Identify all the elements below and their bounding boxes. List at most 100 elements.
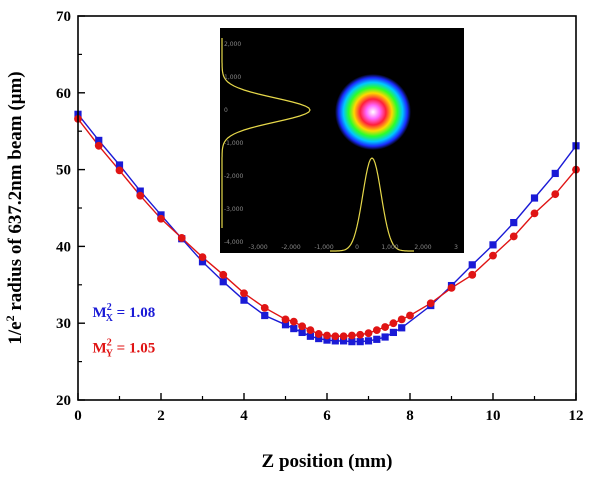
data-point-x <box>136 187 144 195</box>
data-point-x <box>348 338 356 346</box>
y-tick-label: 20 <box>56 393 71 409</box>
y-tick-label: 60 <box>56 86 71 102</box>
data-point-y <box>468 270 477 279</box>
data-point-x <box>468 261 476 269</box>
beam-profile-inset: 2,000 1,000 0 -1,000 -2,000 -3,000 -4,000 -3,00… <box>220 28 464 253</box>
data-point-x <box>364 337 373 345</box>
x-tick-label: 8 <box>406 408 414 424</box>
data-point-x <box>240 296 248 304</box>
y-axis-title-prefix: 1/e <box>5 321 26 344</box>
x-tick-label: 2 <box>157 408 165 424</box>
data-point-x <box>115 161 124 169</box>
inset-x-tick-label: -2,000 <box>281 244 301 251</box>
data-point-y <box>331 332 340 341</box>
inset-x-tick-label: 0 <box>355 244 359 251</box>
y-tick-label: 50 <box>56 163 71 179</box>
data-point-y <box>397 315 406 324</box>
data-point-y <box>298 322 306 331</box>
data-point-y <box>314 330 323 338</box>
data-point-x <box>290 324 298 333</box>
data-point-x <box>219 278 227 286</box>
data-point-x <box>261 311 269 320</box>
data-point-x <box>489 241 497 249</box>
data-point-y <box>406 311 414 320</box>
data-point-y <box>389 319 398 328</box>
data-point-y <box>177 234 186 242</box>
data-point-x <box>281 321 290 329</box>
inset-x-tick-label: 1,000 <box>381 244 398 251</box>
data-point-x <box>298 328 306 337</box>
inset-x-tick-label: -3,000 <box>248 244 268 251</box>
inset-x-tick-label: 3 <box>454 244 458 251</box>
data-point-x <box>381 333 389 341</box>
y-tick-label: 40 <box>56 239 71 255</box>
data-point-y <box>551 190 560 199</box>
data-point-y <box>115 166 124 175</box>
data-point-y <box>356 330 365 339</box>
data-point-y <box>260 303 269 312</box>
data-point-y <box>94 141 103 150</box>
y-axis-title-sup: 2 <box>3 315 17 321</box>
beam-spot <box>335 74 411 150</box>
data-point-y <box>348 331 356 340</box>
m2-x-label: M2 X = 1.08 <box>93 302 156 324</box>
inset-y-tick-label: -1,000 <box>224 140 244 147</box>
data-point-y <box>281 315 290 324</box>
data-point-x <box>389 328 397 337</box>
data-point-y <box>447 283 456 292</box>
data-point-x <box>530 194 539 202</box>
y-tick-label: 30 <box>56 316 71 332</box>
data-point-y <box>489 251 497 260</box>
fit-line-y <box>77 118 577 337</box>
data-point-x <box>551 169 559 178</box>
data-point-x <box>306 332 314 340</box>
data-point-x <box>510 218 518 227</box>
data-point-x <box>95 136 103 145</box>
y-axis-title: 1/e2 radius of 637.2nm beam (μm) <box>3 71 26 344</box>
inset-y-tick-label: 2,000 <box>224 41 241 48</box>
data-point-y <box>372 326 381 335</box>
x-tick-label: 4 <box>240 408 248 424</box>
x-axis-title: Z position (mm) <box>262 451 393 472</box>
inset-y-tick-label: -2,000 <box>224 173 244 180</box>
data-point-y <box>381 323 389 331</box>
inset-vertical-profile <box>221 38 311 228</box>
data-point-x <box>356 338 364 346</box>
inset-background <box>220 28 464 253</box>
x-tick-label: 10 <box>486 408 501 424</box>
x-tick-label: 6 <box>323 408 331 424</box>
inset-y-tick-label: 1,000 <box>224 74 241 81</box>
data-point-y <box>289 317 298 326</box>
y-tick-label: 70 <box>56 9 71 25</box>
inset-y-tick-label: -4,000 <box>224 239 244 246</box>
m2-y-label: M2 Y = 1.05 <box>93 337 156 359</box>
inset-y-tick-label: -3,000 <box>224 206 244 213</box>
data-point-x <box>198 258 207 266</box>
data-point-x <box>331 337 339 345</box>
y-axis-title-suffix: radius of 637.2nm beam (μm) <box>5 71 26 315</box>
inset-y-tick-label: 0 <box>224 107 228 114</box>
data-point-y <box>364 329 373 338</box>
data-point-y <box>240 289 248 298</box>
data-points <box>74 110 580 346</box>
data-point-x <box>315 334 323 343</box>
data-point-x <box>323 336 331 344</box>
data-point-y <box>509 232 518 241</box>
data-point-y <box>198 253 207 262</box>
data-point-x <box>398 324 406 332</box>
data-point-y <box>219 270 228 279</box>
data-point-y <box>530 209 539 218</box>
data-point-x <box>373 335 381 343</box>
x-tick-label: 12 <box>569 408 584 424</box>
data-point-x <box>340 337 348 345</box>
data-point-y <box>157 214 165 223</box>
data-point-y <box>136 191 145 200</box>
data-point-y <box>306 326 315 335</box>
x-tick-label: 0 <box>74 408 82 424</box>
data-point-y <box>339 332 348 341</box>
data-point-y <box>323 331 331 340</box>
m2-annotations: M2 X = 1.08 M2 Y = 1.05 <box>93 302 156 359</box>
data-point-y <box>426 299 435 308</box>
